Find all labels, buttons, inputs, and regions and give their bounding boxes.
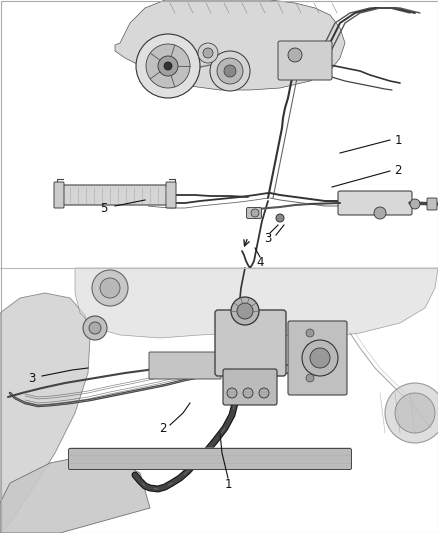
Circle shape: [302, 340, 338, 376]
Circle shape: [210, 51, 250, 91]
Circle shape: [385, 383, 438, 443]
Circle shape: [231, 297, 259, 325]
Circle shape: [310, 348, 330, 368]
Circle shape: [92, 270, 128, 306]
FancyBboxPatch shape: [278, 41, 332, 80]
Circle shape: [276, 214, 284, 222]
Polygon shape: [75, 268, 438, 338]
Circle shape: [227, 388, 237, 398]
Circle shape: [203, 48, 213, 58]
Circle shape: [410, 199, 420, 209]
Circle shape: [100, 278, 120, 298]
Circle shape: [224, 65, 236, 77]
FancyBboxPatch shape: [223, 369, 277, 405]
Circle shape: [237, 303, 253, 319]
Circle shape: [306, 329, 314, 337]
Circle shape: [395, 393, 435, 433]
Circle shape: [306, 359, 314, 367]
Text: 2: 2: [394, 165, 402, 177]
FancyBboxPatch shape: [288, 321, 347, 395]
FancyBboxPatch shape: [338, 191, 412, 215]
Text: 1: 1: [224, 479, 232, 491]
FancyBboxPatch shape: [166, 182, 176, 208]
Text: 5: 5: [100, 203, 108, 215]
Circle shape: [251, 209, 259, 217]
Circle shape: [146, 44, 190, 88]
Circle shape: [136, 34, 200, 98]
Text: 1: 1: [394, 133, 402, 147]
Circle shape: [89, 322, 101, 334]
Text: 3: 3: [28, 373, 35, 385]
FancyBboxPatch shape: [68, 448, 352, 470]
Text: 4: 4: [256, 256, 264, 270]
Polygon shape: [115, 0, 345, 90]
Circle shape: [164, 62, 172, 70]
Circle shape: [217, 58, 243, 84]
Circle shape: [374, 207, 386, 219]
FancyBboxPatch shape: [58, 185, 172, 205]
FancyBboxPatch shape: [149, 352, 221, 379]
Circle shape: [306, 344, 314, 352]
Circle shape: [158, 56, 178, 76]
Circle shape: [306, 374, 314, 382]
Text: 2: 2: [159, 423, 167, 435]
Polygon shape: [0, 453, 150, 533]
Polygon shape: [0, 293, 90, 533]
Text: 3: 3: [264, 231, 272, 245]
Circle shape: [83, 316, 107, 340]
FancyBboxPatch shape: [427, 198, 437, 210]
FancyBboxPatch shape: [215, 310, 286, 376]
Circle shape: [198, 43, 218, 63]
FancyBboxPatch shape: [54, 182, 64, 208]
Circle shape: [259, 388, 269, 398]
FancyBboxPatch shape: [247, 207, 261, 219]
Circle shape: [243, 388, 253, 398]
Circle shape: [288, 48, 302, 62]
